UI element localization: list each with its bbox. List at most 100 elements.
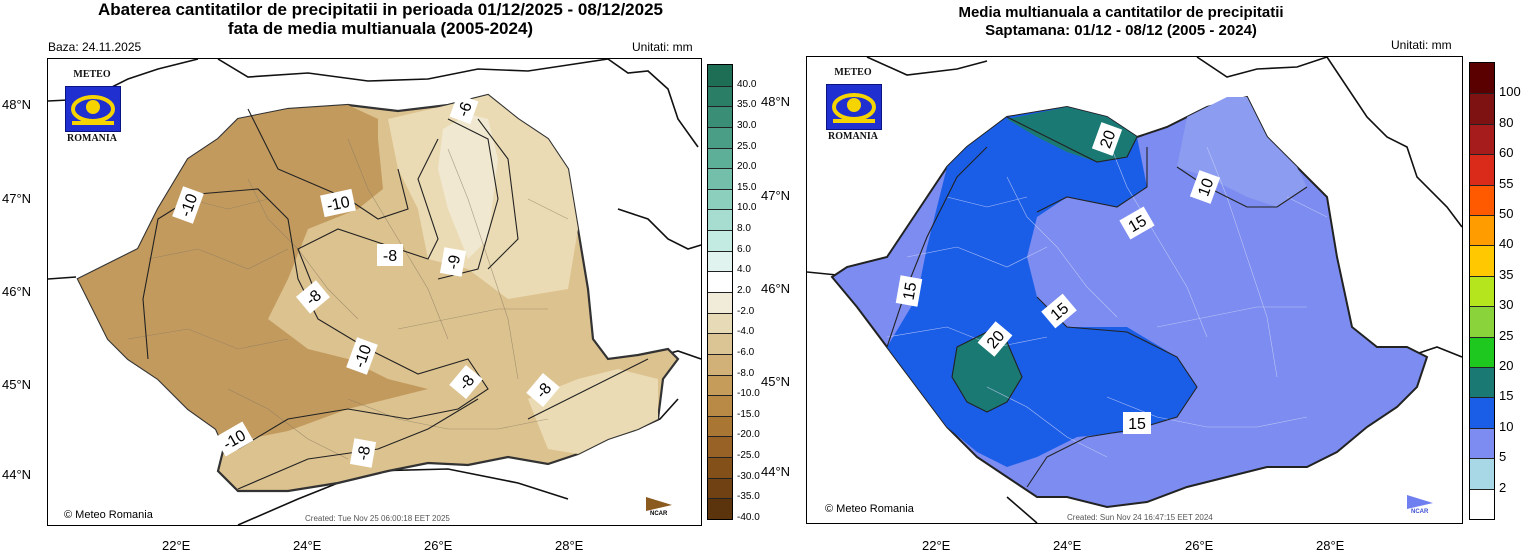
mean-map-panel: Media multianuala a cantitatilor de prec… bbox=[761, 0, 1522, 554]
logo-text-bottom: ROMANIA bbox=[828, 131, 878, 142]
colorbar-cell bbox=[1470, 93, 1494, 124]
colorbar-label: 25 bbox=[1499, 327, 1514, 343]
lat-label: 48°N bbox=[2, 97, 32, 112]
contour-label: -6 bbox=[449, 93, 479, 125]
contour-label: -8 bbox=[526, 372, 560, 408]
lat-label: 44°N bbox=[761, 464, 791, 479]
colorbar-label: 8.0 bbox=[737, 223, 751, 235]
colorbar-cell bbox=[1470, 367, 1494, 398]
svg-text:15: 15 bbox=[1126, 212, 1150, 236]
contour-label: -10 bbox=[172, 186, 204, 224]
county-borders bbox=[127, 138, 569, 460]
svg-text:20: 20 bbox=[1097, 128, 1119, 151]
lat-label: 46°N bbox=[761, 281, 791, 296]
units-label: Unitati: mm bbox=[632, 40, 693, 54]
colorbar-cell bbox=[1470, 488, 1494, 519]
colorbar-label: 55 bbox=[1499, 175, 1514, 191]
colorbar-cell bbox=[708, 477, 732, 499]
colorbar-label: 60 bbox=[1499, 145, 1514, 161]
colorbar-label: 2.0 bbox=[737, 285, 751, 296]
mean-colorbar bbox=[1469, 62, 1495, 520]
lat-label: 48°N bbox=[761, 94, 791, 109]
colorbar-cell bbox=[708, 250, 732, 272]
logo-text-top: METEO bbox=[834, 67, 872, 78]
svg-text:15: 15 bbox=[901, 281, 921, 302]
colorbar-label: -2.0 bbox=[737, 305, 755, 317]
mean-map: 20 10 15 15 15 bbox=[806, 56, 1463, 524]
colorbar-cell bbox=[708, 333, 732, 354]
contour-label: -9 bbox=[439, 247, 467, 277]
colorbar-label: 100 bbox=[1499, 84, 1521, 100]
colorbar-cell bbox=[1470, 63, 1494, 94]
colorbar-label: 20 bbox=[1499, 358, 1514, 373]
colorbar-label: 5 bbox=[1499, 449, 1507, 465]
colorbar-cell bbox=[708, 65, 732, 86]
contour-label: -10 bbox=[346, 337, 378, 375]
title-line-2: fata de media multianuala (2005-2024) bbox=[227, 19, 534, 38]
colorbar-label: 20.0 bbox=[737, 161, 757, 173]
svg-text:-10: -10 bbox=[351, 343, 375, 371]
colorbar-cell bbox=[1470, 306, 1494, 337]
created-timestamp: Created: Tue Nov 25 06:00:18 EET 2025 bbox=[305, 514, 450, 523]
colorbar-cell bbox=[708, 312, 732, 334]
contour-label: 15 bbox=[895, 275, 923, 307]
colorbar-label: -10.0 bbox=[737, 388, 760, 400]
colorbar-cell bbox=[1470, 245, 1494, 276]
contour-label-group: -10 -10 -8 -8 -9 bbox=[172, 93, 560, 468]
colorbar-label: -20.0 bbox=[737, 429, 760, 441]
lon-label: 28°E bbox=[1316, 538, 1345, 553]
colorbar-label: -30.0 bbox=[737, 470, 760, 482]
colorbar-label: 35 bbox=[1499, 266, 1514, 282]
colorbar-label: -25.0 bbox=[737, 450, 760, 462]
copyright-text: © Meteo Romania bbox=[64, 509, 153, 521]
colorbar-cell bbox=[708, 353, 732, 375]
deviation-colorbar bbox=[707, 64, 733, 520]
ncar-text: NCAR bbox=[1411, 509, 1429, 515]
lon-label: 22°E bbox=[162, 538, 191, 553]
deviation-map-panel: Abaterea cantitatilor de precipitatii in… bbox=[2, 0, 760, 553]
svg-text:15: 15 bbox=[1128, 416, 1146, 433]
contour-label: 15 bbox=[1119, 206, 1155, 240]
meteo-romania-logo: METEO ROMANIA bbox=[56, 69, 128, 149]
contour-label-group: 20 10 15 15 15 bbox=[895, 122, 1221, 434]
logo-emblem bbox=[65, 86, 121, 132]
lon-label: 24°E bbox=[1053, 538, 1082, 553]
mean-map-title: Media multianuala a cantitatilor de prec… bbox=[761, 4, 1481, 40]
contour-label: -8 bbox=[295, 280, 331, 314]
lon-label: 26°E bbox=[1185, 538, 1214, 553]
colorbar-label: -4.0 bbox=[737, 326, 755, 338]
county-borders bbox=[886, 136, 1328, 458]
lat-label: 45°N bbox=[761, 374, 791, 389]
colorbar-cell bbox=[708, 292, 732, 313]
created-timestamp: Created: Sun Nov 24 16:47:15 EET 2024 bbox=[1067, 513, 1213, 522]
ncar-text: NCAR bbox=[650, 511, 668, 517]
colorbar-cell bbox=[708, 126, 732, 148]
title-line-2: Saptamana: 01/12 - 08/12 (2005 - 2024) bbox=[985, 22, 1257, 39]
teal-region-southwest bbox=[952, 332, 1022, 412]
contour-label: -8 bbox=[349, 438, 377, 468]
colorbar-label: 2 bbox=[1499, 479, 1507, 495]
svg-text:-10: -10 bbox=[177, 192, 201, 220]
deviation-map: -10 -10 -8 -8 -9 bbox=[47, 58, 702, 526]
dark-region-north bbox=[238, 105, 378, 189]
colorbar-label: -6.0 bbox=[737, 346, 755, 358]
lat-label: 45°N bbox=[2, 377, 32, 392]
colorbar-cell bbox=[708, 498, 732, 519]
colorbar-cell bbox=[1470, 215, 1494, 246]
title-line-1: Media multianuala a cantitatilor de prec… bbox=[958, 4, 1284, 21]
svg-text:10: 10 bbox=[1195, 176, 1217, 199]
colorbar-cell bbox=[708, 436, 732, 458]
colorbar-cell bbox=[708, 395, 732, 416]
copyright-text: © Meteo Romania bbox=[825, 503, 914, 515]
colorbar-label: -15.0 bbox=[737, 408, 760, 420]
colorbar-cell bbox=[1470, 397, 1494, 428]
colorbar-cell bbox=[708, 209, 732, 231]
colorbar-label: 4.0 bbox=[737, 264, 751, 276]
colorbar-cell bbox=[1470, 184, 1494, 215]
ncar-logo: NCAR bbox=[1407, 495, 1433, 515]
colorbar-cell bbox=[1470, 154, 1494, 185]
lat-label: 47°N bbox=[2, 191, 32, 206]
base-date: Baza: 24.11.2025 bbox=[48, 40, 142, 54]
colorbar-label: 10.0 bbox=[737, 202, 757, 214]
deviation-map-svg: -10 -10 -8 -8 -9 bbox=[48, 59, 701, 525]
